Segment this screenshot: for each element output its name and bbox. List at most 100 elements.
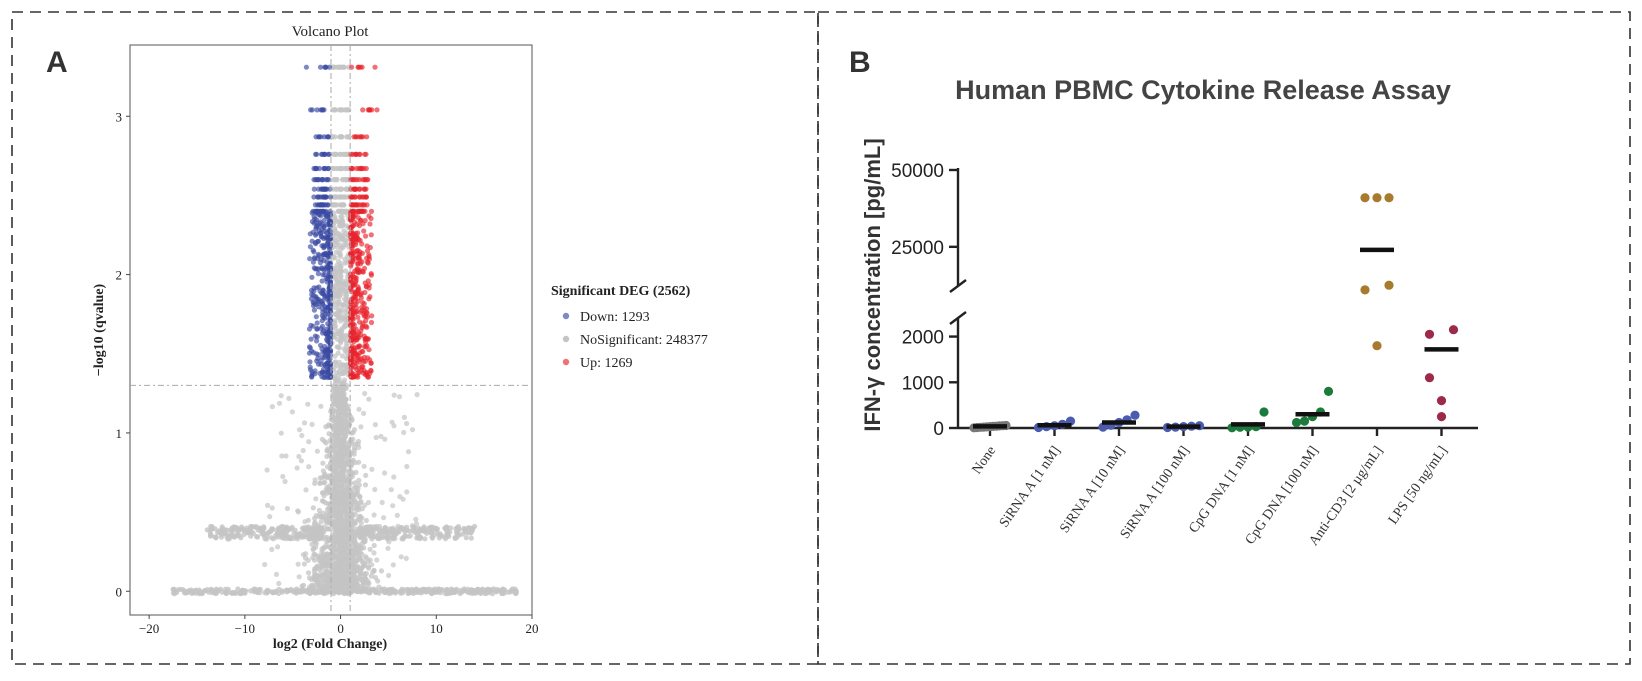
point-nosig [364,581,370,587]
point-nosig [366,524,372,531]
point-up [357,309,363,315]
point-up [353,151,359,157]
point-nosig [337,107,343,113]
point-nosig [355,441,361,447]
point-nosig [346,536,352,543]
point-nosig [373,434,379,441]
point-nosig [359,558,365,564]
point-nosig [344,186,350,192]
point-nosig [450,587,456,594]
point-nosig [442,536,449,542]
point-nosig [378,433,384,439]
point-nosig [322,571,328,577]
point-nosig [182,588,188,594]
point-nosig [346,489,353,495]
point-down [321,208,327,214]
point-up [352,348,358,354]
point-nosig [332,502,338,508]
point-nosig [359,540,365,546]
point-nosig [385,545,391,552]
point-nosig [305,401,311,407]
point-nosig [208,523,214,530]
point-nosig [407,533,413,539]
point-nosig [398,590,404,596]
point-nosig [340,244,346,250]
point-nosig [368,573,374,579]
point-nosig [413,521,420,527]
point-nosig [306,439,312,445]
point-up [362,336,368,342]
point-up [359,348,365,354]
point-nosig [444,587,450,593]
point-nosig [283,536,289,542]
point-down [308,336,314,342]
point-up [362,280,368,286]
point-nosig [240,527,246,533]
data-point [1291,417,1302,428]
y-tick-label: 3 [116,109,123,124]
point-nosig [405,586,411,593]
point-nosig [339,527,345,534]
point-nosig [341,296,348,302]
point-nosig [318,403,324,409]
point-nosig [354,558,360,564]
point-down [312,333,318,339]
point-nosig [340,380,346,386]
point-nosig [342,288,348,294]
point-down [322,307,328,313]
point-up [369,313,375,319]
point-nosig [346,453,353,459]
point-down [313,177,319,183]
point-nosig [278,393,284,399]
point-down [318,342,324,348]
point-nosig [331,482,337,489]
point-nosig [265,530,271,536]
point-up [362,151,368,157]
point-nosig [352,447,358,453]
point-up [358,295,364,301]
point-nosig [252,586,258,592]
point-up [362,358,368,364]
point-nosig [363,472,369,478]
point-nosig [432,588,438,594]
point-nosig [278,430,284,436]
point-nosig [336,345,342,351]
point-up [369,107,375,113]
point-down [326,227,332,234]
point-nosig [213,534,219,540]
point-down [317,64,324,70]
point-nosig [264,467,270,473]
point-up [358,290,365,296]
point-nosig [362,530,368,536]
point-nosig [343,542,349,548]
point-up [349,271,356,277]
point-nosig [333,277,339,283]
point-nosig [345,418,351,424]
point-up [368,215,374,222]
point-nosig [371,542,377,549]
point-nosig [343,582,349,588]
point-down [322,186,328,192]
point-nosig [326,422,332,428]
point-up [357,151,363,157]
point-nosig [332,323,339,329]
point-nosig [314,448,320,454]
point-down [315,266,322,272]
point-nosig [336,390,342,397]
point-nosig [341,386,347,392]
point-nosig [371,512,377,518]
point-nosig [396,394,403,400]
point-nosig [410,528,416,534]
point-nosig [325,580,331,586]
point-nosig [355,563,361,570]
point-nosig [364,555,370,561]
point-up [356,268,362,274]
point-down [327,305,333,311]
point-nosig [468,535,474,541]
data-point [1360,193,1370,203]
point-nosig [327,544,333,551]
data-point [1436,396,1447,406]
data-point [1436,412,1447,422]
point-nosig [337,338,344,344]
point-up [372,64,378,70]
